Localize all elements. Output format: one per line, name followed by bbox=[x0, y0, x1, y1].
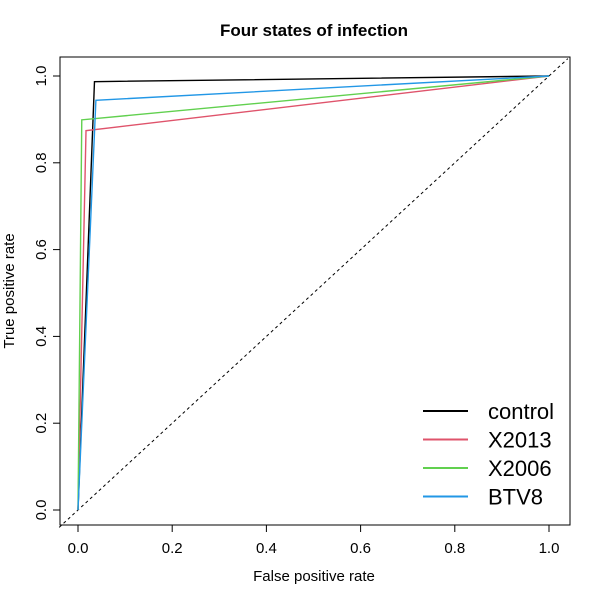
series-line-x2006 bbox=[77, 75, 550, 511]
x-tick-label: 1.0 bbox=[539, 540, 560, 557]
y-tick-label: 1.0 bbox=[33, 66, 50, 87]
x-tick-label: 0.8 bbox=[444, 540, 465, 557]
x-tick-label: 0.2 bbox=[162, 540, 183, 557]
legend-label-btv8: BTV8 bbox=[488, 485, 543, 510]
x-axis: 0.0 0.2 0.4 0.6 0.8 1.0 bbox=[68, 525, 560, 557]
reference-diagonal-line bbox=[58, 58, 569, 528]
series-line-x2013 bbox=[77, 75, 550, 511]
y-tick-label: 0.0 bbox=[33, 500, 50, 521]
x-tick-label: 0.0 bbox=[68, 540, 89, 557]
y-axis: 0.0 0.2 0.4 0.6 0.8 1.0 bbox=[33, 66, 60, 521]
series-line-control bbox=[77, 75, 550, 511]
x-tick-label: 0.4 bbox=[256, 540, 277, 557]
chart-title: Four states of infection bbox=[220, 21, 408, 40]
legend: control X2013 X2006 BTV8 bbox=[423, 399, 554, 510]
x-tick-label: 0.6 bbox=[350, 540, 371, 557]
y-tick-label: 0.6 bbox=[33, 239, 50, 260]
series-layer bbox=[77, 75, 550, 511]
x-axis-label: False positive rate bbox=[253, 568, 375, 585]
legend-label-x2013: X2013 bbox=[488, 428, 552, 453]
legend-label-x2006: X2006 bbox=[488, 456, 552, 481]
legend-label-control: control bbox=[488, 399, 554, 424]
y-tick-label: 0.8 bbox=[33, 152, 50, 173]
plot-frame bbox=[59, 56, 571, 526]
y-tick-label: 0.4 bbox=[33, 326, 50, 347]
series-line-btv8 bbox=[77, 75, 550, 511]
y-axis-label: True positive rate bbox=[1, 233, 18, 348]
y-tick-label: 0.2 bbox=[33, 413, 50, 434]
